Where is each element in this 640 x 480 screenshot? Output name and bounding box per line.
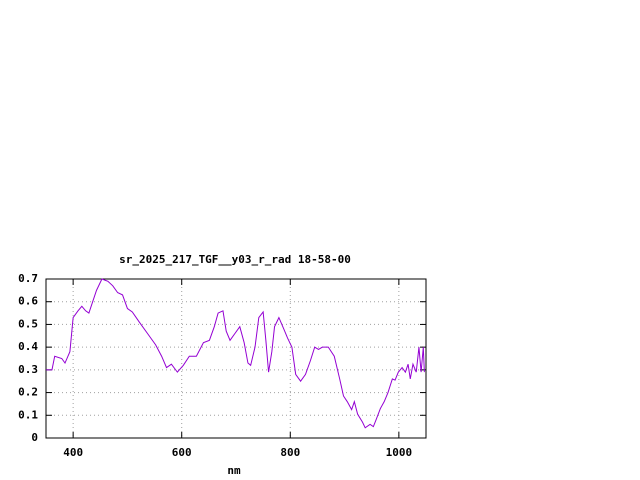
data-line (46, 278, 425, 429)
y-tick-label: 0 (31, 431, 38, 444)
x-tick-label: 1000 (386, 446, 413, 459)
y-tick-label: 0.7 (18, 272, 38, 285)
plot-border (45, 278, 427, 439)
x-axis-label: nm (227, 464, 241, 477)
x-tick-label: 600 (172, 446, 192, 459)
y-tick-label: 0.6 (18, 295, 38, 308)
chart-title: sr_2025_217_TGF__y03_r_rad 18-58-00 (119, 253, 351, 266)
y-tick-label: 0.4 (18, 340, 38, 353)
y-tick-label: 0.1 (18, 408, 38, 421)
y-tick-label: 0.5 (18, 317, 38, 330)
x-tick-label: 400 (63, 446, 83, 459)
x-tick-label: 800 (280, 446, 300, 459)
y-tick-label: 0.2 (18, 386, 38, 399)
y-tick-label: 0.3 (18, 363, 38, 376)
